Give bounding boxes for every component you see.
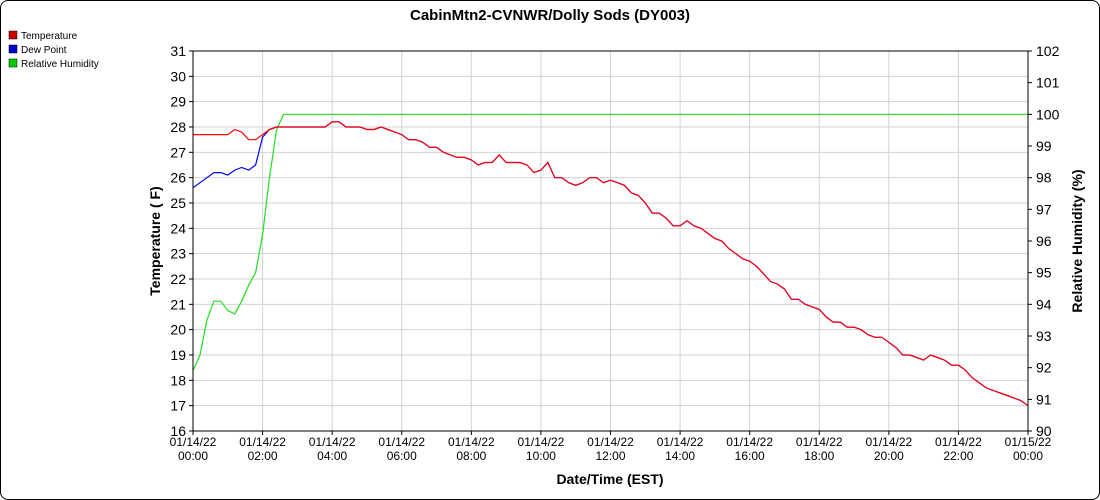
series-line-temperature [193, 121, 1028, 407]
y2-tick-label: 102 [1036, 43, 1060, 59]
x-axis-title: Date/Time (EST) [556, 471, 663, 487]
legend-swatch-relative-humidity [8, 58, 18, 68]
y-tick-label: 28 [170, 119, 186, 135]
series-line-relative-humidity [193, 113, 1028, 372]
x-axis: 01/14/2200:0001/14/2202:0001/14/2204:000… [170, 431, 1052, 463]
y2-tick-label: 90 [1036, 423, 1052, 439]
legend-swatch-temperature [8, 30, 18, 40]
x-tick-date: 01/14/22 [796, 435, 843, 449]
y-tick-label: 20 [170, 322, 186, 338]
y2-tick-label: 91 [1036, 391, 1052, 407]
y2-tick-label: 97 [1036, 201, 1052, 217]
x-tick-date: 01/14/22 [378, 435, 425, 449]
chart-title: CabinMtn2-CVNWR/Dolly Sods (DY003) [410, 7, 690, 24]
y-axis-left: 16 17 18 19 20 21 22 23 24 25 26 27 28 29 30 31 [170, 43, 193, 439]
y-tick-label: 22 [170, 271, 186, 287]
legend-label-dew-point: Dew Point [21, 45, 67, 56]
y-tick-label: 30 [170, 68, 186, 84]
y-tick-label: 17 [170, 398, 186, 414]
x-tick-date: 01/14/22 [518, 435, 565, 449]
x-tick-time: 00:00 [1013, 449, 1043, 463]
x-tick-date: 01/14/22 [239, 435, 286, 449]
x-tick-date: 01/14/22 [448, 435, 495, 449]
legend-label-relative-humidity: Relative Humidity [21, 59, 99, 70]
legend: Temperature Dew Point Relative Humidity [8, 30, 99, 70]
x-tick-date: 01/14/22 [170, 435, 217, 449]
x-tick-date: 01/14/22 [657, 435, 704, 449]
y-tick-label: 27 [170, 144, 186, 160]
y-tick-label: 16 [170, 423, 186, 439]
y-tick-label: 25 [170, 195, 186, 211]
legend-swatch-dew-point [8, 44, 18, 54]
y-axis-right-title: Relative Humidity (%) [1069, 169, 1085, 312]
series-layer [193, 113, 1028, 407]
x-tick-date: 01/14/22 [309, 435, 356, 449]
x-tick-time: 22:00 [943, 449, 973, 463]
x-tick-date: 01/15/22 [1005, 435, 1052, 449]
y2-tick-label: 96 [1036, 233, 1052, 249]
y2-tick-label: 101 [1036, 75, 1060, 91]
y2-tick-label: 92 [1036, 360, 1052, 376]
y-tick-label: 19 [170, 347, 186, 363]
y-tick-label: 18 [170, 372, 186, 388]
legend-label-temperature: Temperature [21, 31, 78, 42]
x-tick-time: 16:00 [735, 449, 765, 463]
y-tick-label: 26 [170, 170, 186, 186]
y2-tick-label: 99 [1036, 138, 1052, 154]
x-tick-time: 14:00 [665, 449, 695, 463]
x-tick-time: 06:00 [387, 449, 417, 463]
x-tick-date: 01/14/22 [587, 435, 634, 449]
x-tick-time: 00:00 [178, 449, 208, 463]
x-tick-time: 02:00 [248, 449, 278, 463]
y-axis-left-title: Temperature ( F) [147, 186, 163, 295]
y2-tick-label: 94 [1036, 296, 1052, 312]
y2-tick-label: 98 [1036, 170, 1052, 186]
x-tick-time: 18:00 [804, 449, 834, 463]
y-tick-label: 21 [170, 296, 186, 312]
y-tick-label: 29 [170, 94, 186, 110]
y2-tick-label: 100 [1036, 106, 1060, 122]
x-tick-date: 01/14/22 [865, 435, 912, 449]
x-tick-time: 10:00 [526, 449, 556, 463]
y2-tick-label: 93 [1036, 328, 1052, 344]
y-tick-label: 23 [170, 246, 186, 262]
x-tick-date: 01/14/22 [726, 435, 773, 449]
y-axis-right: 90 91 92 93 94 95 96 97 98 99 100 101 102 [1028, 43, 1060, 439]
y-tick-label: 24 [170, 220, 186, 236]
x-tick-date: 01/14/22 [935, 435, 982, 449]
x-tick-time: 08:00 [456, 449, 486, 463]
y2-tick-label: 95 [1036, 265, 1052, 281]
x-tick-time: 12:00 [595, 449, 625, 463]
x-tick-time: 20:00 [874, 449, 904, 463]
y-tick-label: 31 [170, 43, 186, 59]
grid [192, 50, 1029, 432]
x-tick-time: 04:00 [317, 449, 347, 463]
